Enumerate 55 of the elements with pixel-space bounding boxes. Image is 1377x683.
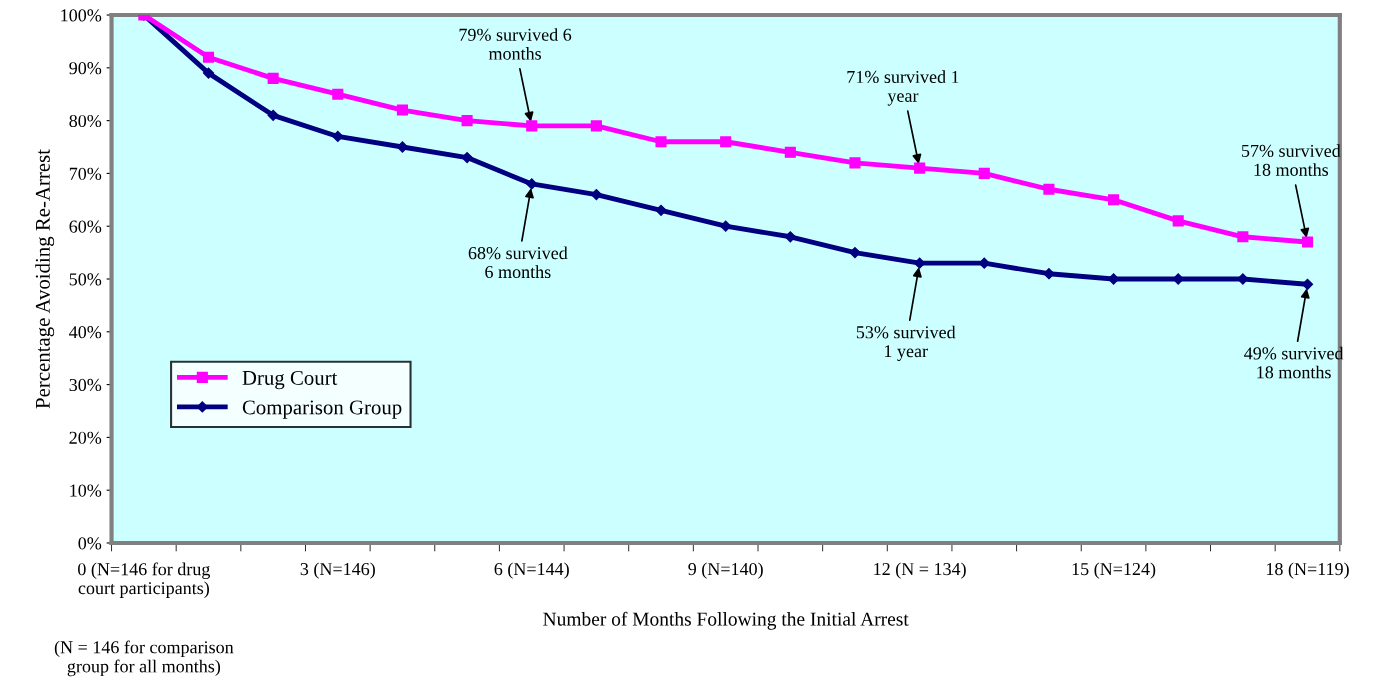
- annotation: 57% survived 18 months: [1241, 144, 1341, 176]
- point: [267, 109, 279, 121]
- point: [461, 115, 473, 127]
- y-tick-label: 60%: [69, 220, 102, 233]
- x-tick-label: 6 (N=144): [494, 562, 569, 579]
- point: [526, 178, 538, 190]
- legend-label: Drug Court: [242, 370, 338, 390]
- y-tick-label: 70%: [69, 167, 102, 180]
- y-tick-label: 30%: [69, 378, 102, 392]
- x-tick-label: 0 (N=146 for drug court participants): [78, 562, 211, 598]
- point: [1237, 231, 1249, 243]
- text: (N = 146 for comparison group for all months): [54, 640, 234, 677]
- x-tick-label: 12 (N = 134): [874, 562, 966, 579]
- x-axis-title: Number of Months Following the Initial Arrest: [543, 611, 909, 630]
- y-tick-label: 90%: [69, 62, 102, 75]
- point: [720, 136, 732, 148]
- point: [784, 231, 796, 243]
- y-tick-label: 20%: [69, 431, 102, 444]
- point: [978, 167, 990, 179]
- y-tick-label: 40%: [69, 326, 102, 339]
- point: [720, 220, 732, 232]
- legend-label: Comparison Group: [242, 400, 402, 419]
- point: [202, 67, 215, 79]
- x-tick-label: 18 (N=119): [1266, 562, 1349, 579]
- annotation: 49% survived 18 months: [1244, 346, 1344, 379]
- x-tick-label: 9 (N=140): [688, 562, 763, 579]
- point: [849, 157, 861, 169]
- y-tick-label: 100%: [61, 9, 102, 22]
- y-tick-label: 0%: [78, 537, 102, 550]
- point: [914, 162, 926, 174]
- annotation: 68% survived 6 months: [468, 246, 568, 279]
- point: [396, 104, 409, 116]
- y-tick-label: 50%: [69, 273, 102, 286]
- point: [655, 204, 667, 216]
- annotation: 53% survived 1 year: [856, 325, 956, 361]
- y-tick-label: 80%: [69, 114, 102, 128]
- point: [202, 51, 215, 63]
- point: [1108, 194, 1120, 206]
- y-axis-title: Percentage Avoiding Re-Arrest: [35, 149, 55, 409]
- point: [1172, 215, 1184, 227]
- point: [655, 136, 667, 148]
- point: [461, 151, 473, 164]
- point: [849, 247, 861, 259]
- point: [1043, 183, 1055, 195]
- point: [590, 120, 602, 132]
- x-tick-label: 15 (N=124): [1072, 562, 1156, 579]
- x-tick-label: 3 (N=146): [300, 562, 375, 579]
- annotation: 79% survived 6 months: [459, 28, 572, 60]
- point: [267, 72, 279, 84]
- y-tick-label: 10%: [70, 484, 102, 497]
- point: [784, 146, 796, 158]
- point: [526, 120, 538, 132]
- point: [1301, 236, 1314, 248]
- annotation: 71% survived 1 year: [847, 70, 959, 106]
- point: [332, 88, 344, 100]
